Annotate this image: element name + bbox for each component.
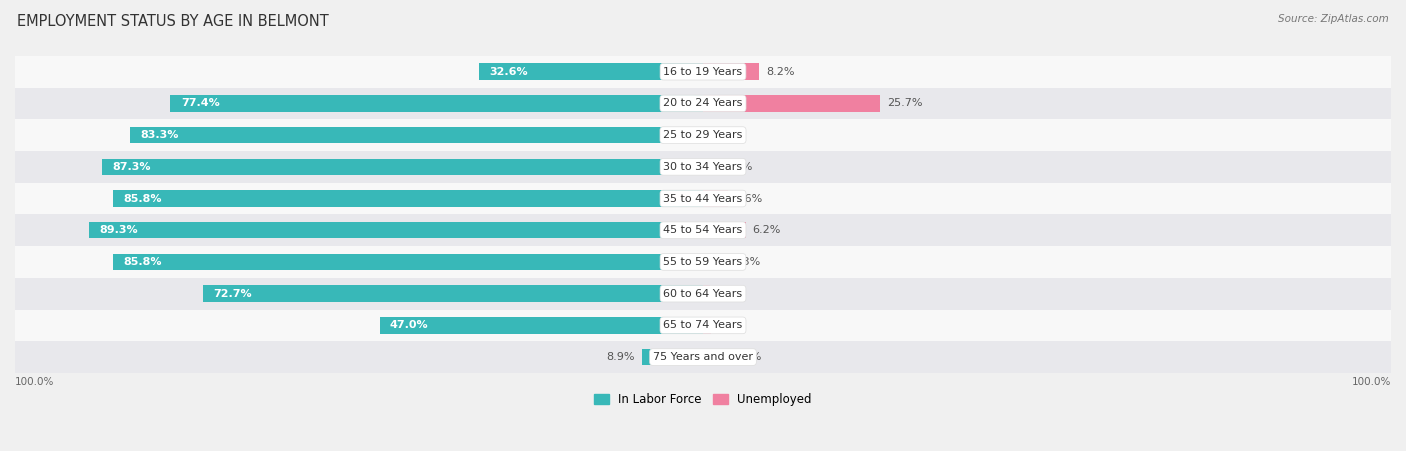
Bar: [15, 214, 1391, 246]
Text: EMPLOYMENT STATUS BY AGE IN BELMONT: EMPLOYMENT STATUS BY AGE IN BELMONT: [17, 14, 329, 28]
Text: 3.6%: 3.6%: [735, 193, 763, 203]
Text: 89.3%: 89.3%: [98, 225, 138, 235]
Text: 2.1%: 2.1%: [724, 162, 752, 172]
Bar: [15, 56, 1391, 87]
Bar: [129, 127, 703, 143]
Bar: [703, 254, 725, 270]
Legend: In Labor Force, Unemployed: In Labor Force, Unemployed: [589, 388, 817, 411]
Text: 83.3%: 83.3%: [141, 130, 179, 140]
Bar: [703, 222, 745, 239]
Text: 3.4%: 3.4%: [734, 352, 762, 362]
Text: 72.7%: 72.7%: [214, 289, 252, 299]
Text: 32.6%: 32.6%: [489, 67, 527, 77]
Text: 8.2%: 8.2%: [766, 67, 794, 77]
Text: 3.3%: 3.3%: [733, 257, 761, 267]
Bar: [641, 349, 703, 365]
Text: 35 to 44 Years: 35 to 44 Years: [664, 193, 742, 203]
Bar: [202, 285, 703, 302]
Bar: [703, 159, 717, 175]
Bar: [15, 246, 1391, 278]
Text: 6.2%: 6.2%: [752, 225, 780, 235]
Text: 77.4%: 77.4%: [181, 98, 219, 108]
Text: 65 to 74 Years: 65 to 74 Years: [664, 320, 742, 331]
Bar: [112, 190, 703, 207]
Text: 75 Years and over: 75 Years and over: [652, 352, 754, 362]
Bar: [703, 190, 728, 207]
Bar: [478, 64, 703, 80]
Bar: [703, 64, 759, 80]
Text: 85.8%: 85.8%: [122, 257, 162, 267]
Text: Source: ZipAtlas.com: Source: ZipAtlas.com: [1278, 14, 1389, 23]
Bar: [703, 285, 710, 302]
Bar: [15, 278, 1391, 309]
Bar: [112, 254, 703, 270]
Text: 45 to 54 Years: 45 to 54 Years: [664, 225, 742, 235]
Text: 85.8%: 85.8%: [122, 193, 162, 203]
Text: 20 to 24 Years: 20 to 24 Years: [664, 98, 742, 108]
Text: 47.0%: 47.0%: [389, 320, 429, 331]
Bar: [703, 349, 727, 365]
Text: 8.9%: 8.9%: [606, 352, 636, 362]
Text: 25.7%: 25.7%: [887, 98, 922, 108]
Text: 60 to 64 Years: 60 to 64 Years: [664, 289, 742, 299]
Bar: [89, 222, 703, 239]
Bar: [15, 341, 1391, 373]
Bar: [380, 317, 703, 334]
Text: 16 to 19 Years: 16 to 19 Years: [664, 67, 742, 77]
Bar: [703, 95, 880, 112]
Text: 1.0%: 1.0%: [717, 289, 745, 299]
Text: 100.0%: 100.0%: [1351, 377, 1391, 387]
Bar: [15, 151, 1391, 183]
Text: 100.0%: 100.0%: [15, 377, 55, 387]
Bar: [170, 95, 703, 112]
Bar: [15, 183, 1391, 214]
Bar: [15, 87, 1391, 119]
Text: 25 to 29 Years: 25 to 29 Years: [664, 130, 742, 140]
Text: 55 to 59 Years: 55 to 59 Years: [664, 257, 742, 267]
Text: 87.3%: 87.3%: [112, 162, 152, 172]
Text: 1.2%: 1.2%: [718, 320, 747, 331]
Bar: [15, 119, 1391, 151]
Bar: [15, 309, 1391, 341]
Bar: [103, 159, 703, 175]
Text: 30 to 34 Years: 30 to 34 Years: [664, 162, 742, 172]
Bar: [703, 317, 711, 334]
Text: 0.0%: 0.0%: [710, 130, 738, 140]
